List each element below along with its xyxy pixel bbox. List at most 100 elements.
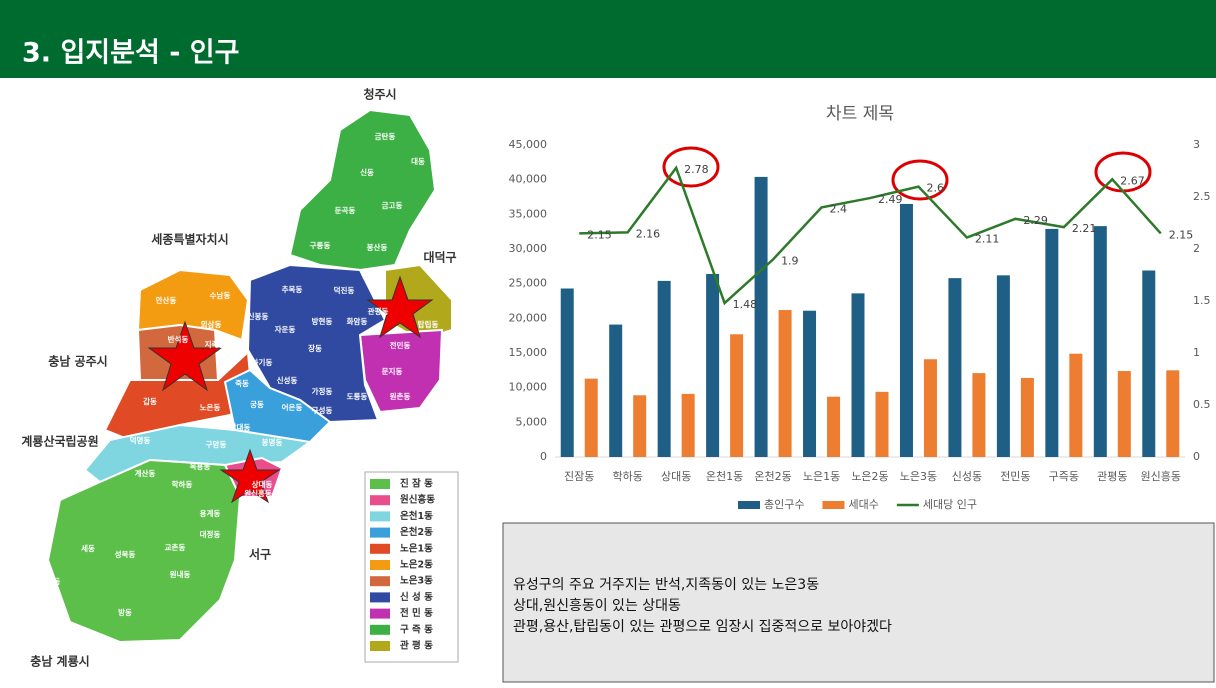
place-label: 방동 <box>118 607 132 617</box>
data-label: 2.16 <box>636 227 661 240</box>
map-area <box>246 263 387 424</box>
note-box <box>502 522 1215 683</box>
note-line: 유성구의 주요 거주지는 반석,지족동이 있는 노은3동 <box>513 577 819 593</box>
legend-swatch <box>370 592 390 603</box>
legend-swatch <box>822 501 845 509</box>
place-label: 관평동 <box>368 306 389 316</box>
place-label: 장동 <box>308 343 322 353</box>
legend-label: 구 즉 동 <box>400 624 433 635</box>
region-label: 대덕구 <box>423 250 456 265</box>
legend-swatch <box>370 543 390 554</box>
bar <box>1069 353 1083 457</box>
y-tick-label: 40,000 <box>509 173 548 186</box>
x-tick-label: 진잠동 <box>564 470 594 483</box>
highlight-circle <box>891 159 949 201</box>
data-label: 1.9 <box>781 254 799 267</box>
data-label: 2.78 <box>684 163 709 176</box>
legend-label: 전 민 동 <box>400 607 433 619</box>
place-label: 어은동 <box>282 402 303 412</box>
legend-label: 온천1동 <box>400 511 433 522</box>
place-label: 송강동 <box>362 270 383 280</box>
bar <box>923 359 937 457</box>
place-label: 궁동 <box>250 400 264 409</box>
y-tick-label: 35,000 <box>509 207 548 220</box>
y-tick-label: 25,000 <box>509 277 548 290</box>
data-label: 2.49 <box>878 193 903 206</box>
place-label: 구암동 <box>206 439 227 449</box>
legend-swatch <box>370 527 390 538</box>
legend-label: 온천2동 <box>400 527 433 538</box>
data-label: 2.11 <box>975 233 1000 246</box>
data-label: 2.29 <box>1023 214 1048 227</box>
x-tick-label: 전민동 <box>1000 470 1030 483</box>
legend-swatch <box>370 608 390 619</box>
legend-label: 세대수 <box>848 498 878 511</box>
place-label: 둔곡동 <box>335 206 356 215</box>
x-tick-label: 온천2동 <box>754 469 791 483</box>
place-label: 원내동 <box>170 569 191 579</box>
line <box>579 165 1162 306</box>
legend-swatch <box>370 479 390 489</box>
bar <box>560 288 574 457</box>
place-label: 외삼동 <box>201 319 222 329</box>
bar <box>1166 370 1180 457</box>
legend-swatch <box>370 641 390 651</box>
legend-swatch <box>370 560 390 570</box>
y2-tick-label: 0.5 <box>1193 398 1211 411</box>
bar <box>1142 270 1156 457</box>
data-label: 2.67 <box>1120 174 1145 187</box>
place-label: 신봉동 <box>248 311 269 321</box>
place-label: 노은동 <box>200 403 221 412</box>
place-label: 송정동 <box>40 576 61 586</box>
x-tick-label: 신성동 <box>952 470 982 483</box>
legend-label: 총인구수 <box>764 498 804 511</box>
bar <box>875 391 889 457</box>
place-label: 신성동 <box>277 375 298 385</box>
place-label: 금고동 <box>382 201 403 210</box>
region-label: 세종특별자치시 <box>151 232 228 247</box>
y2-tick-label: 0 <box>1193 450 1200 463</box>
bar <box>730 334 744 457</box>
bar <box>996 275 1010 457</box>
y-tick-label: 5,000 <box>516 415 548 428</box>
region-label: 청주시 <box>363 87 396 102</box>
bar <box>803 310 817 457</box>
place-label: 학하동 <box>172 479 193 489</box>
place-label: 가정동 <box>312 386 333 396</box>
place-label: 안산동 <box>156 295 177 305</box>
place-label: 용계동 <box>200 508 221 518</box>
bar <box>851 293 865 457</box>
legend-swatch <box>370 495 390 506</box>
star <box>366 275 434 339</box>
place-label: 방현동 <box>312 316 333 326</box>
region-label: 충남 계룡시 <box>30 654 89 669</box>
x-tick-label: 상대동 <box>661 470 691 483</box>
place-label: 원신흥동 <box>244 488 272 498</box>
place-label: 원촌동 <box>390 391 411 401</box>
y2-tick-label: 1 <box>1193 346 1200 359</box>
legend-label: 신 성 동 <box>400 591 433 603</box>
legend-label: 노은3동 <box>400 576 433 587</box>
star <box>219 448 281 504</box>
bar <box>1117 371 1131 457</box>
place-label: 수남동 <box>210 290 231 300</box>
place-label: 화암동 <box>347 316 368 326</box>
data-label: 2.21 <box>1072 222 1097 235</box>
place-label: 지족동 <box>205 339 226 349</box>
region-label: 계룡산국립공원 <box>21 434 98 449</box>
x-tick-label: 노은1동 <box>803 470 840 483</box>
place-label: 금탄동 <box>375 131 396 141</box>
legend-swatch <box>370 511 390 522</box>
note-line: 관평,용산,탑립동이 있는 관평으로 임장시 집중적으로 보아야겠다 <box>513 619 892 635</box>
place-label: 신동 <box>360 167 374 177</box>
legend-label: 관 평 동 <box>400 640 433 652</box>
bar <box>609 324 623 457</box>
place-label: 복용동 <box>190 461 211 471</box>
y-tick-label: 10,000 <box>509 381 548 394</box>
place-label: 교촌동 <box>165 542 186 552</box>
data-label: 2.15 <box>1169 228 1194 241</box>
place-label: 반석동 <box>168 334 189 344</box>
x-tick-label: 온천1동 <box>706 469 743 483</box>
place-label: 덕명동 <box>130 435 151 445</box>
